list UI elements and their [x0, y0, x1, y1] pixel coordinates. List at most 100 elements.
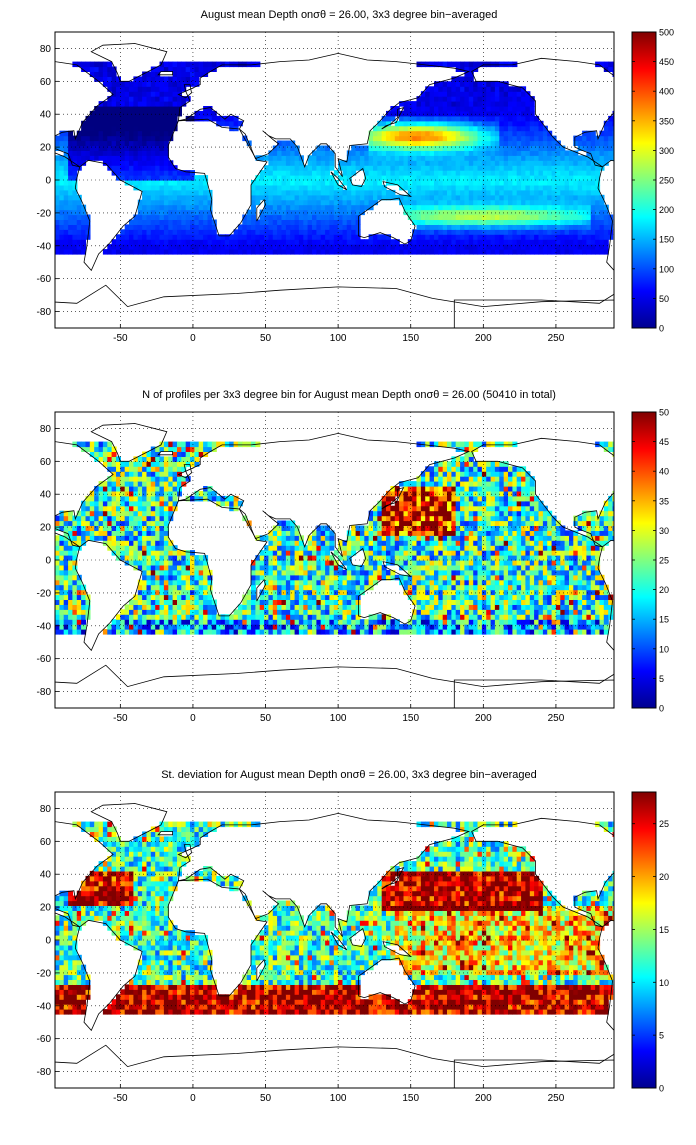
heatmap-cell	[133, 150, 138, 156]
heatmap-cell	[77, 249, 82, 255]
heatmap-cell	[133, 146, 138, 152]
heatmap-cell	[456, 62, 461, 68]
heatmap-cell	[255, 624, 260, 630]
heatmap-cell	[151, 624, 156, 630]
heatmap-cell	[491, 200, 496, 206]
heatmap-cell	[125, 131, 130, 137]
heatmap-cell	[125, 506, 130, 512]
heatmap-cell	[103, 249, 108, 255]
heatmap-cell	[133, 501, 138, 507]
heatmap-cell	[356, 244, 361, 250]
heatmap-cell	[343, 205, 348, 211]
heatmap-cell	[81, 604, 86, 610]
heatmap-cell	[177, 62, 182, 68]
heatmap-cell	[273, 224, 278, 230]
heatmap-cell	[373, 565, 378, 571]
heatmap-cell	[86, 67, 91, 73]
heatmap-cell	[364, 570, 369, 576]
heatmap-cell	[133, 155, 138, 161]
heatmap-cell	[451, 224, 456, 230]
heatmap-cell	[151, 575, 156, 581]
heatmap-cell	[125, 121, 130, 127]
heatmap-cell	[521, 141, 526, 147]
heatmap-cell	[373, 180, 378, 186]
heatmap-cell	[55, 540, 60, 546]
heatmap-cell	[173, 210, 178, 216]
heatmap-cell	[578, 249, 583, 255]
heatmap-cell	[512, 215, 517, 221]
heatmap-cell	[212, 442, 217, 448]
y-tick-label: -40	[37, 241, 52, 252]
heatmap-cell	[273, 229, 278, 235]
heatmap-cell	[173, 614, 178, 620]
heatmap-cell	[164, 195, 169, 201]
heatmap-cell	[377, 131, 382, 137]
heatmap-cell	[268, 545, 273, 551]
heatmap-cell	[86, 530, 91, 536]
heatmap-cell	[55, 595, 60, 601]
heatmap-cell	[282, 170, 287, 176]
heatmap-cell	[168, 111, 173, 117]
heatmap-cell	[86, 224, 91, 230]
heatmap-cell	[525, 146, 530, 152]
heatmap-cell	[268, 170, 273, 176]
heatmap-cell	[512, 121, 517, 127]
heatmap-cell	[107, 249, 112, 255]
heatmap-cell	[221, 249, 226, 255]
heatmap-cell	[147, 600, 152, 606]
heatmap-cell	[59, 624, 64, 630]
heatmap-cell	[438, 136, 443, 142]
heatmap-cell	[556, 220, 561, 226]
heatmap-cell	[321, 550, 326, 556]
heatmap-cell	[338, 604, 343, 610]
heatmap-cell	[356, 526, 361, 532]
heatmap-cell	[530, 155, 535, 161]
heatmap-cell	[199, 200, 204, 206]
heatmap-cell	[325, 200, 330, 206]
heatmap-cell	[360, 570, 365, 576]
heatmap-cell	[578, 224, 583, 230]
heatmap-cell	[116, 481, 121, 487]
heatmap-cell	[534, 229, 539, 235]
heatmap-cell	[273, 560, 278, 566]
heatmap-cell	[194, 200, 199, 206]
heatmap-cell	[147, 629, 152, 635]
heatmap-cell	[286, 570, 291, 576]
heatmap-cell	[55, 545, 60, 551]
heatmap-cell	[59, 239, 64, 245]
heatmap-cell	[395, 155, 400, 161]
heatmap-cell	[303, 570, 308, 576]
heatmap-cell	[164, 540, 169, 546]
heatmap-cell	[412, 170, 417, 176]
heatmap-cell	[142, 516, 147, 522]
heatmap-cell	[399, 170, 404, 176]
heatmap-cell	[343, 580, 348, 586]
heatmap-cell	[129, 170, 134, 176]
heatmap-cell	[512, 111, 517, 117]
heatmap-cell	[495, 195, 500, 201]
heatmap-cell	[556, 190, 561, 196]
heatmap-cell	[525, 165, 530, 171]
heatmap-cell	[578, 165, 583, 171]
heatmap-cell	[347, 229, 352, 235]
heatmap-cell	[216, 116, 221, 122]
heatmap-cell	[530, 215, 535, 221]
heatmap-cell	[142, 91, 147, 97]
heatmap-cell	[425, 239, 430, 245]
heatmap-cell	[604, 126, 609, 132]
heatmap-cell	[303, 580, 308, 586]
heatmap-cell	[351, 170, 356, 176]
heatmap-cell	[286, 244, 291, 250]
heatmap-cell	[329, 229, 334, 235]
heatmap-cell	[125, 224, 130, 230]
heatmap-cell	[55, 234, 60, 240]
heatmap-cell	[486, 146, 491, 152]
heatmap-cell	[595, 239, 600, 245]
heatmap-cell	[316, 595, 321, 601]
heatmap-cell	[569, 205, 574, 211]
heatmap-cell	[190, 555, 195, 561]
heatmap-cell	[177, 570, 182, 576]
heatmap-cell	[242, 614, 247, 620]
heatmap-cell	[482, 101, 487, 107]
heatmap-cell	[168, 466, 173, 472]
